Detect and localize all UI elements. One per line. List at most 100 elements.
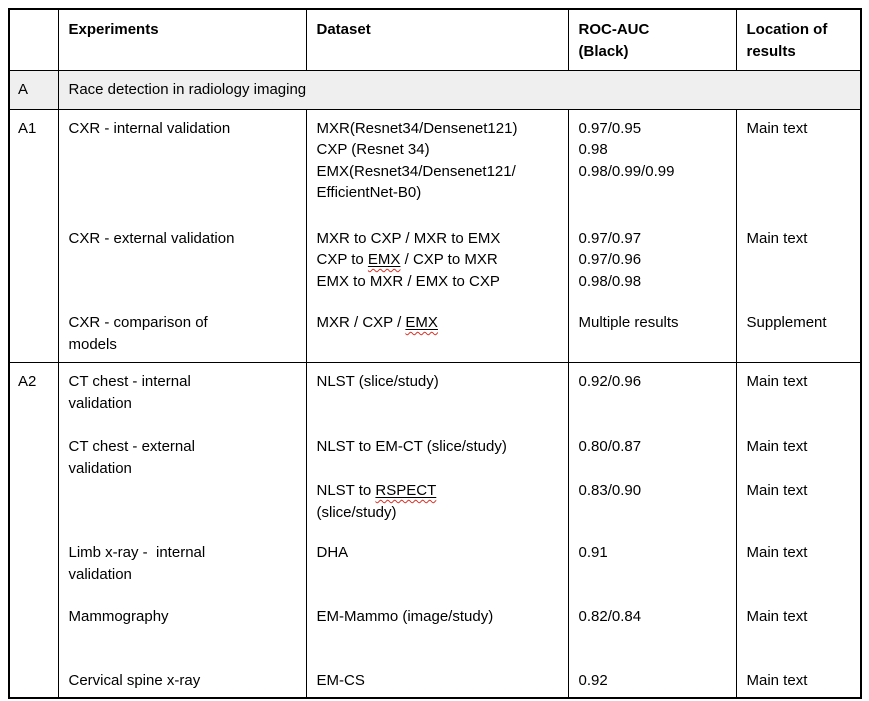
results-table: Experiments Dataset ROC-AUC (Black) Loca…	[8, 8, 862, 699]
experiment-cell: CXR - comparison of models	[57, 312, 307, 363]
cell-line: Main text	[746, 229, 808, 247]
row-label-cell: A2	[8, 362, 59, 698]
row-label-cell: A1	[8, 109, 59, 363]
roc-auc-cell: Multiple results	[567, 312, 737, 363]
misspelled-word: EMX	[367, 251, 401, 268]
cell-line: CXP to EMX / CXP to MXR	[317, 249, 558, 271]
cell-line: 0.92/0.96	[578, 373, 642, 390]
roc-auc-cell: 0.83/0.90	[567, 480, 737, 542]
location-cell: Main text	[735, 109, 862, 228]
section-a1: A1 CXR - internal validation MXR(Resnet3…	[8, 109, 862, 363]
cell-line: NLST to RSPECT	[317, 480, 558, 502]
experiment-cell: CT chest - internal validation	[57, 362, 307, 436]
table-row: CT chest - external validation NLST to E…	[9, 436, 862, 480]
cell-line: CXP (Resnet 34)	[316, 141, 430, 158]
cell-line: MXR(Resnet34/Densenet121)	[316, 119, 518, 137]
line-text: MXR / CXP /	[316, 314, 406, 331]
experiment-cell	[57, 480, 307, 542]
cell-line: CXR - external validation	[68, 229, 235, 247]
roc-auc-cell: 0.92/0.96	[567, 362, 737, 436]
section-a-title-row: A Race detection in radiology imaging	[8, 70, 862, 109]
header-location: Location of results	[735, 9, 862, 71]
cell-line: EM-CS	[316, 671, 365, 689]
cell-line: 0.97/0.97	[578, 229, 642, 247]
roc-auc-cell: 0.92	[567, 669, 737, 698]
section-title-cell: Race detection in radiology imaging	[57, 70, 862, 109]
cell-line: Main text	[746, 373, 808, 390]
table-header: Experiments Dataset ROC-AUC (Black) Loca…	[8, 9, 862, 71]
cell-line: EMX to MXR / EMX to CXP	[316, 272, 500, 290]
cell-line: validation	[68, 565, 132, 583]
experiment-cell: Mammography	[57, 606, 307, 670]
location-cell: Main text	[735, 362, 862, 436]
cell-line: (slice/study)	[316, 503, 397, 521]
dataset-cell: EM-Mammo (image/study)	[305, 606, 569, 670]
underlined-word: EMX	[405, 314, 438, 331]
cell-line: Supplement	[746, 314, 827, 331]
experiment-cell: CXR - internal validation	[57, 109, 307, 228]
line-text: CXP to	[316, 251, 368, 268]
location-cell: Main text	[735, 606, 862, 670]
cell-line: 0.98	[578, 141, 608, 158]
location-cell: Main text	[735, 542, 862, 606]
header-blank-cell	[8, 9, 59, 71]
row-label-cell: A	[8, 70, 59, 109]
dataset-cell: MXR(Resnet34/Densenet121) CXP (Resnet 34…	[305, 109, 569, 228]
dataset-cell: EM-CS	[305, 669, 569, 698]
cell-line: MXR to CXP / MXR to EMX	[316, 229, 501, 247]
cell-line: 0.82/0.84	[578, 608, 642, 625]
cell-line: Main text	[746, 671, 808, 689]
header-experiments: Experiments	[57, 9, 307, 71]
table-row: NLST to RSPECT (slice/study) 0.83/0.90 M…	[9, 480, 862, 542]
cell-line: Limb x-ray - internal	[68, 544, 206, 561]
underlined-word: EMX	[368, 251, 401, 268]
cell-line: Main text	[746, 482, 808, 499]
experiment-cell: Limb x-ray - internal validation	[57, 542, 307, 606]
table-row: Mammography EM-Mammo (image/study) 0.82/…	[9, 606, 862, 670]
cell-line: 0.83/0.90	[578, 482, 642, 499]
cell-line: NLST (slice/study)	[316, 373, 439, 390]
cell-line: EM-Mammo (image/study)	[316, 608, 494, 625]
cell-line: validation	[68, 459, 132, 477]
cell-line: CXR - internal validation	[68, 119, 231, 137]
experiment-cell: CXR - external validation	[57, 227, 307, 312]
roc-auc-cell: 0.80/0.87	[567, 436, 737, 480]
table-row: A1 CXR - internal validation MXR(Resnet3…	[8, 109, 862, 363]
cell-line: Multiple results	[578, 314, 679, 331]
cell-line: Cervical spine x-ray	[68, 671, 201, 689]
cell-line: 0.80/0.87	[578, 438, 642, 455]
experiment-cell: CT chest - external validation	[57, 436, 307, 480]
header-row: Experiments Dataset ROC-AUC (Black) Loca…	[8, 9, 862, 71]
dataset-cell: NLST (slice/study)	[305, 362, 569, 436]
cell-line: Main text	[746, 608, 808, 625]
roc-auc-cell: 0.91	[567, 542, 737, 606]
dataset-cell: NLST to EM-CT (slice/study)	[305, 436, 569, 480]
cell-line: Main text	[746, 438, 808, 455]
cell-line: 0.97/0.96	[578, 251, 642, 268]
table-row: Limb x-ray - internal validation DHA 0.9…	[9, 542, 862, 606]
line-text: NLST to	[316, 482, 376, 499]
cell-line: CXR - comparison of	[68, 314, 208, 331]
misspelled-word: RSPECT	[375, 482, 437, 499]
cell-line: EfficientNet-B0)	[316, 184, 422, 201]
location-cell: Supplement	[735, 312, 862, 363]
location-cell: Main text	[735, 436, 862, 480]
table-row: CXR - external validation MXR to CXP / M…	[9, 227, 862, 312]
header-dataset: Dataset	[305, 9, 569, 71]
cell-line: 0.91	[578, 544, 608, 561]
experiment-cell: Cervical spine x-ray	[57, 669, 307, 698]
table-row: A Race detection in radiology imaging	[8, 70, 862, 109]
dataset-cell: MXR / CXP / EMX	[305, 312, 569, 363]
roc-auc-cell: 0.82/0.84	[567, 606, 737, 670]
cell-line: 0.92	[578, 671, 608, 689]
underlined-word: RSPECT	[375, 482, 436, 499]
cell-line: Main text	[746, 119, 808, 137]
table-row: A2 CT chest - internal validation NLST (…	[8, 362, 862, 698]
cell-line: Main text	[746, 544, 808, 561]
cell-line: NLST to EM-CT (slice/study)	[316, 438, 507, 455]
section-a2: A2 CT chest - internal validation NLST (…	[8, 362, 862, 698]
cell-line: 0.98/0.98	[578, 272, 642, 290]
cell-line: CT chest - external	[68, 438, 195, 455]
location-cell: Main text	[735, 227, 862, 312]
